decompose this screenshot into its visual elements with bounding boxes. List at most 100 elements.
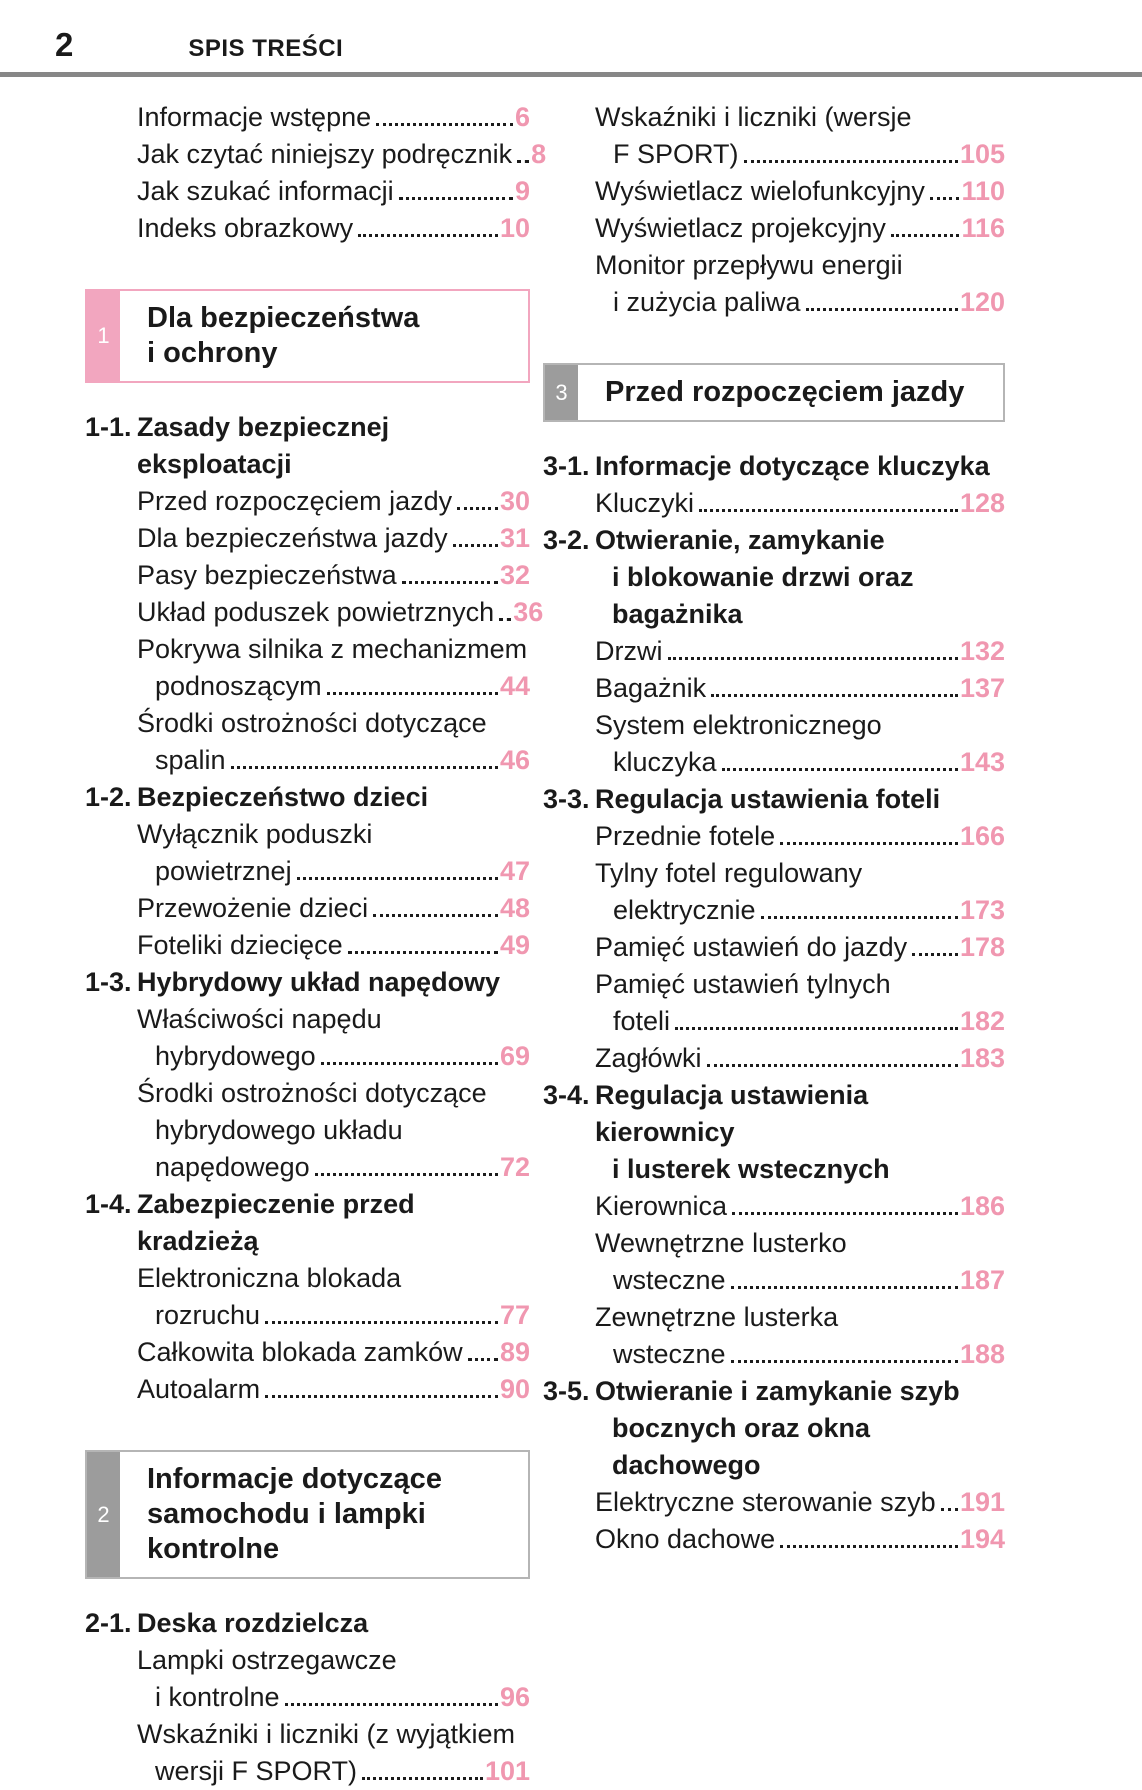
entry-label: Pasy bezpieczeństwa (137, 560, 397, 590)
entry-label: wsteczne (613, 1339, 726, 1369)
entry-label: Okno dachowe (595, 1524, 776, 1554)
toc-entry-line: Indeks obrazkowy 10 (85, 210, 530, 247)
toc-entry: Pamięć ustawień tylnych foteli 182 (543, 966, 1005, 1040)
entry-label: Zewnętrzne lusterka (595, 1302, 839, 1332)
entry-label: podnoszącym (155, 671, 322, 701)
toc-entry: Środki ostrożności dotyczące spalin 46 (85, 705, 530, 779)
toc-column-left: Informacje wstępne 6 Jak czytać niniejszy … (85, 99, 546, 1790)
toc-entry: Przednie fotele 166 (543, 818, 1005, 855)
toc-entry: Foteliki dziecięce 49 (85, 927, 530, 964)
toc-entry-line: Lampki ostrzegawcze (85, 1642, 530, 1679)
toc-entry-line: wersji F SPORT) 101 (85, 1753, 530, 1790)
page-number: 2 (55, 26, 74, 63)
toc-entry-line: i zużycia paliwa 120 (543, 284, 1005, 321)
entry-page-number: 69 (499, 1041, 530, 1071)
subsection-id: 3-4. (543, 1080, 590, 1110)
entry-label: i kontrolne (155, 1682, 280, 1712)
subsection-title: Regulacja ustawienia foteli (595, 781, 940, 818)
toc-entry: Okno dachowe 194 (543, 1521, 1005, 1558)
toc-entry: Kluczyki 128 (543, 485, 1005, 522)
subsection-title: Otwieranie i zamykanie szyb bocznych oraz… (595, 1373, 960, 1484)
chapter-title-line: Przed rozpoczęciem jazdy (605, 376, 965, 408)
toc-entry-line: Kierownica 186 (543, 1188, 1005, 1225)
toc-entry-line: spalin 46 (85, 742, 530, 779)
subsection-heading: 3-2. Otwieranie, zamykanie i blokowanie dr… (543, 522, 1005, 633)
toc-entry-line: System elektronicznego (543, 707, 1005, 744)
entry-page-number: 182 (959, 1006, 1005, 1036)
leader-dots (296, 877, 498, 880)
leader-dots (730, 1360, 958, 1363)
subsection-id: 3-1. (543, 451, 590, 481)
leader-dots (265, 1321, 498, 1324)
toc-entry-line: Foteliki dziecięce 49 (85, 927, 530, 964)
toc-entry: Drzwi 132 (543, 633, 1005, 670)
page-title: SPIS TREŚCI (188, 35, 344, 62)
entry-page-number: 132 (959, 636, 1005, 666)
toc-entry-line: Przednie fotele 166 (543, 818, 1005, 855)
subsection-title-line: Zasady bezpiecznej eksploatacji (137, 412, 390, 479)
toc-entry-line: Elektryczne sterowanie szyb 191 (543, 1484, 1005, 1521)
toc-entry: Wewnętrzne lusterko wsteczne 187 (543, 1225, 1005, 1299)
toc-entry: Autoalarm 90 (85, 1371, 530, 1408)
toc-entry-line: Autoalarm 90 (85, 1371, 530, 1408)
entry-label: Monitor przepływu energii (595, 250, 903, 280)
leader-dots (362, 1777, 483, 1780)
toc-entry: Zagłówki 183 (543, 1040, 1005, 1077)
entry-label: elektrycznie (613, 895, 756, 925)
toc-entry-line: Środki ostrożności dotyczące (85, 1075, 530, 1112)
entry-page-number: 166 (959, 821, 1005, 851)
entry-label: Wskaźniki i liczniki (z wyjątkiem (137, 1719, 516, 1749)
entry-label: wersji F SPORT) (155, 1756, 358, 1786)
entry-page-number: 48 (499, 893, 530, 923)
toc-entry-line: Właściwości napędu (85, 1001, 530, 1038)
subsection-title: Informacje dotyczące kluczyka (595, 448, 990, 485)
entry-page-number: 9 (514, 176, 530, 206)
toc-entry-line: Pamięć ustawień do jazdy 178 (543, 929, 1005, 966)
entry-page-number: 120 (959, 287, 1005, 317)
leader-dots (912, 953, 958, 956)
entry-label: hybrydowego układu (155, 1115, 403, 1145)
toc-entry-line: powietrznej 47 (85, 853, 530, 890)
chapter-number-badge: 3 (545, 365, 578, 420)
subsection-title-line: bagażnika (612, 599, 743, 629)
entry-page-number: 36 (513, 597, 544, 627)
entry-label: kluczyka (613, 747, 717, 777)
entry-page-number: 31 (499, 523, 530, 553)
leader-dots (929, 197, 960, 200)
entry-label: Autoalarm (137, 1374, 261, 1404)
entry-page-number: 77 (499, 1300, 530, 1330)
leader-dots (780, 842, 958, 845)
leader-dots (457, 507, 498, 510)
leader-dots (358, 234, 498, 237)
toc-entry: Pasy bezpieczeństwa 32 (85, 557, 530, 594)
leader-dots (699, 509, 958, 512)
chapter-box: 2 Informacje dotyczące samochodu i lampki … (85, 1450, 530, 1579)
entry-label: Przed rozpoczęciem jazdy (137, 486, 453, 516)
subsection-title-line: i blokowanie drzwi oraz (612, 562, 914, 592)
entry-label: foteli (613, 1006, 671, 1036)
entry-page-number: 30 (499, 486, 530, 516)
toc-entry-line: Pokrywa silnika z mechanizmem (85, 631, 530, 668)
entry-page-number: 143 (959, 747, 1005, 777)
entry-label: i zużycia paliwa (613, 287, 801, 317)
entry-label: Indeks obrazkowy (137, 213, 354, 243)
entry-label: rozruchu (155, 1300, 261, 1330)
entry-label: Zagłówki (595, 1043, 702, 1073)
toc-entry: Lampki ostrzegawcze i kontrolne 96 (85, 1642, 530, 1716)
page-header: 2 SPIS TREŚCI (0, 0, 1142, 72)
entry-page-number: 72 (499, 1152, 530, 1182)
subsection-id: 1-2. (85, 782, 132, 812)
entry-page-number: 137 (959, 673, 1005, 703)
subsection-title: Hybrydowy układ napędowy (137, 964, 500, 1001)
entry-label: napędowego (155, 1152, 310, 1182)
leader-dots (711, 694, 958, 697)
toc-entry-line: Środki ostrożności dotyczące (85, 705, 530, 742)
subsection-heading: 3-5. Otwieranie i zamykanie szyb bocznych … (543, 1373, 1005, 1484)
entry-label: Drzwi (595, 636, 663, 666)
leader-dots (743, 160, 958, 163)
toc-entry-line: napędowego 72 (85, 1149, 530, 1186)
toc-entry-line: Wskaźniki i liczniki (z wyjątkiem (85, 1716, 530, 1753)
subsection-title: Bezpieczeństwo dzieci (137, 779, 428, 816)
toc-entry-line: Informacje wstępne 6 (85, 99, 530, 136)
subsection-id: 3-3. (543, 784, 590, 814)
